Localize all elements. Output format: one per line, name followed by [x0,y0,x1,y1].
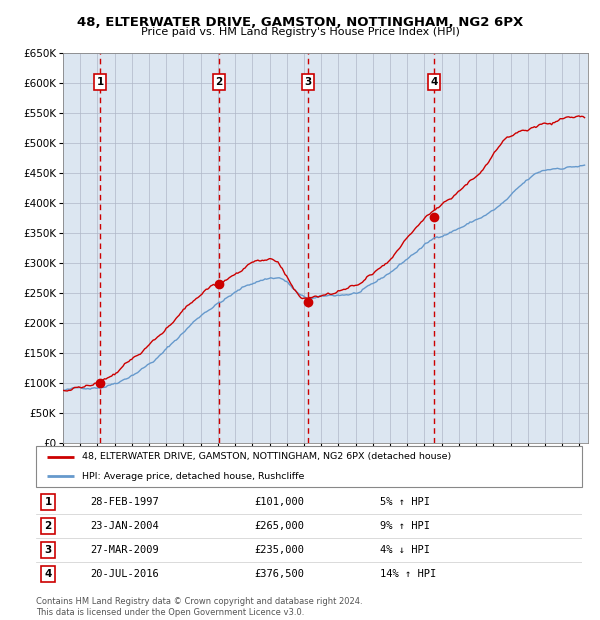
Text: 23-JAN-2004: 23-JAN-2004 [91,521,160,531]
Text: 4: 4 [430,77,437,87]
Text: 2: 2 [44,521,52,531]
FancyBboxPatch shape [36,446,582,487]
Text: 48, ELTERWATER DRIVE, GAMSTON, NOTTINGHAM, NG2 6PX: 48, ELTERWATER DRIVE, GAMSTON, NOTTINGHA… [77,16,523,29]
Text: £101,000: £101,000 [254,497,304,507]
Text: Price paid vs. HM Land Registry's House Price Index (HPI): Price paid vs. HM Land Registry's House … [140,27,460,37]
Text: £376,500: £376,500 [254,569,304,579]
Text: 1: 1 [44,497,52,507]
Text: 4% ↓ HPI: 4% ↓ HPI [380,545,430,555]
Text: £235,000: £235,000 [254,545,304,555]
Text: 1: 1 [97,77,104,87]
Text: 28-FEB-1997: 28-FEB-1997 [91,497,160,507]
Text: 4: 4 [44,569,52,579]
Text: 48, ELTERWATER DRIVE, GAMSTON, NOTTINGHAM, NG2 6PX (detached house): 48, ELTERWATER DRIVE, GAMSTON, NOTTINGHA… [82,453,452,461]
Text: 3: 3 [304,77,312,87]
Text: 3: 3 [44,545,52,555]
Text: 14% ↑ HPI: 14% ↑ HPI [380,569,436,579]
Text: 27-MAR-2009: 27-MAR-2009 [91,545,160,555]
Text: 20-JUL-2016: 20-JUL-2016 [91,569,160,579]
Text: HPI: Average price, detached house, Rushcliffe: HPI: Average price, detached house, Rush… [82,472,305,480]
Text: 5% ↑ HPI: 5% ↑ HPI [380,497,430,507]
Text: £265,000: £265,000 [254,521,304,531]
Text: 2: 2 [215,77,223,87]
Text: Contains HM Land Registry data © Crown copyright and database right 2024.
This d: Contains HM Land Registry data © Crown c… [36,598,362,617]
Text: 9% ↑ HPI: 9% ↑ HPI [380,521,430,531]
